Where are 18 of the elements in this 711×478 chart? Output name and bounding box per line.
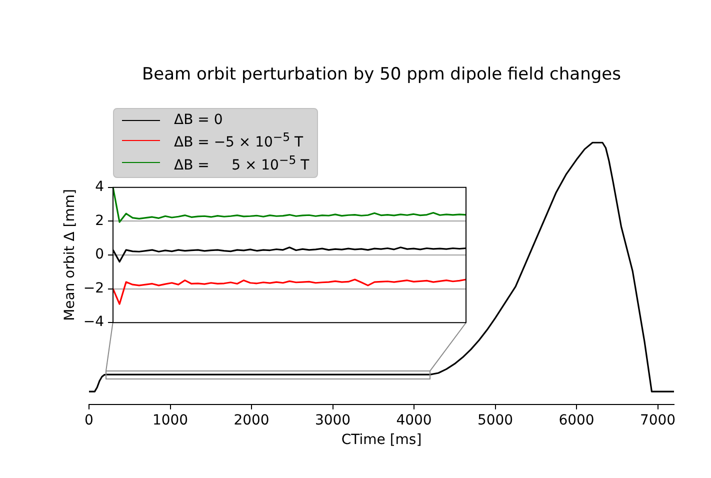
y-axis-title: Mean orbit Δ [mm] — [62, 189, 78, 321]
legend-label: ΔB = −5 × 10$^{−5}$ T — [174, 129, 304, 152]
x-axis-title: CTime [ms] — [341, 432, 422, 448]
legend-label: ΔB = 0 — [174, 112, 223, 129]
x-tick-label: 4000 — [396, 412, 432, 428]
x-tick-label: 7000 — [640, 412, 676, 428]
y-tick-label: −4 — [83, 314, 104, 330]
x-tick-label: 2000 — [234, 412, 270, 428]
x-tick-label: 3000 — [314, 412, 351, 428]
x-tick-label: 5000 — [477, 412, 514, 428]
y-tick-label: 4 — [95, 179, 104, 196]
chart-title: Beam orbit perturbation by 50 ppm dipole field changes — [142, 64, 622, 85]
y-tick-label: 2 — [95, 212, 104, 229]
legend-label: ΔB = 5 × 10$^{−5}$ T — [174, 152, 310, 174]
y-tick-label: −2 — [83, 280, 104, 296]
y-tick-label: 0 — [95, 246, 104, 263]
x-tick-label: 6000 — [558, 412, 594, 428]
x-tick-label: 1000 — [152, 412, 188, 428]
